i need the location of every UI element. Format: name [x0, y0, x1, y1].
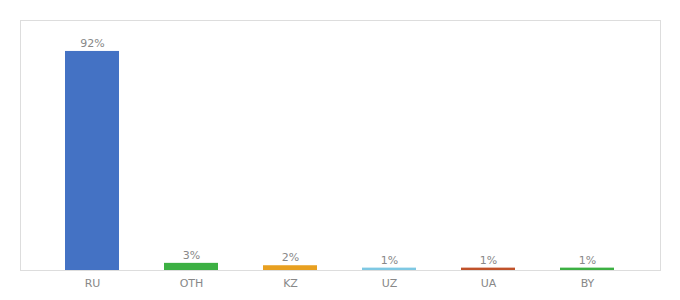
- svg-text:1%: 1%: [480, 254, 497, 267]
- svg-text:BY: BY: [581, 277, 595, 290]
- svg-text:KZ: KZ: [283, 277, 298, 290]
- svg-text:3%: 3%: [183, 249, 200, 262]
- svg-text:RU: RU: [85, 277, 101, 290]
- svg-text:2%: 2%: [282, 251, 299, 264]
- svg-text:1%: 1%: [579, 254, 596, 267]
- svg-text:92%: 92%: [80, 37, 104, 50]
- svg-text:UZ: UZ: [382, 277, 398, 290]
- svg-text:1%: 1%: [381, 254, 398, 267]
- svg-text:OTH: OTH: [180, 277, 204, 290]
- svg-text:UA: UA: [481, 277, 497, 290]
